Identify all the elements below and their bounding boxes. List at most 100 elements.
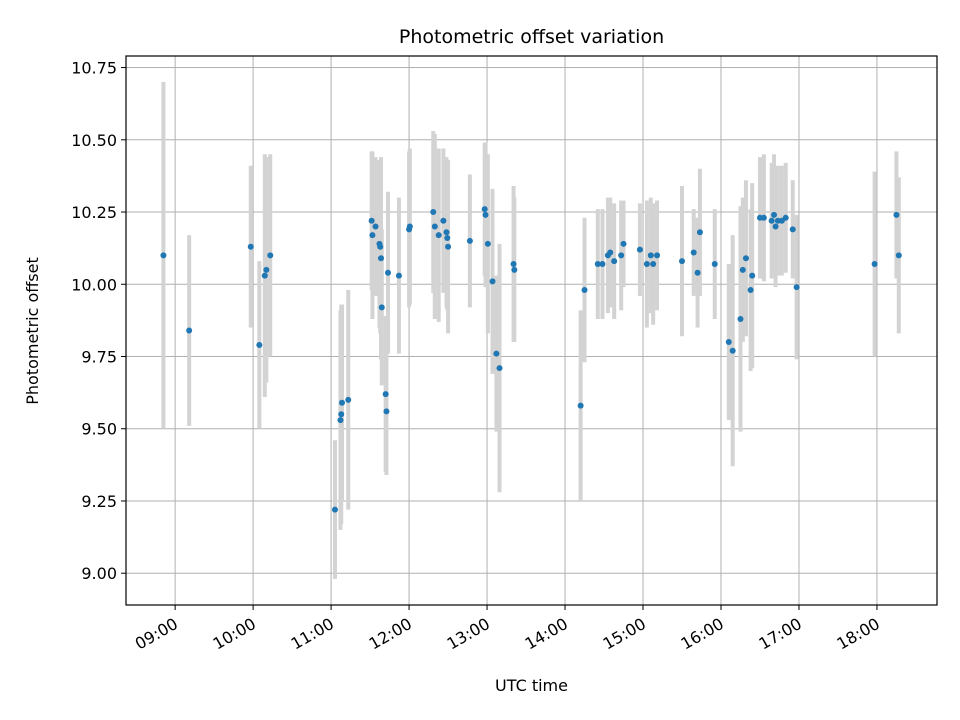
data-point [490,278,496,284]
data-point [679,258,685,264]
data-point [730,348,736,354]
data-point [262,273,268,279]
data-point [599,261,605,267]
x-tick-label: 09:00 [132,614,181,654]
x-tick-label: 16:00 [678,614,727,654]
data-point [773,223,779,229]
data-point [345,397,351,403]
x-axis-ticks: 09:00 10:00 11:00 12:00 13:00 14:00 15:00 16:00… [132,605,883,654]
data-point [267,252,273,258]
y-axis-label: Photometric offset [23,257,42,405]
y-tick-label: 10.00 [71,275,117,294]
data-point [748,287,754,293]
data-point [497,365,503,371]
data-point [485,241,491,247]
y-tick-label: 9.25 [81,492,117,511]
y-tick-label: 9.00 [81,564,117,583]
y-tick-label: 10.25 [71,203,117,222]
data-point [712,261,718,267]
data-point [695,270,701,276]
data-point [783,215,789,221]
data-point [444,235,450,241]
data-point [740,267,746,273]
x-tick-label: 10:00 [210,614,259,654]
y-tick-label: 10.50 [71,131,117,150]
data-point [383,391,389,397]
data-point [445,244,451,250]
x-axis-label: UTC time [495,676,568,695]
x-tick-label: 17:00 [756,614,805,654]
data-point [618,252,624,258]
data-point [737,316,743,322]
data-point [794,284,800,290]
x-tick-label: 12:00 [366,614,415,654]
data-point [186,328,192,334]
data-point [761,215,767,221]
data-point [436,232,442,238]
x-tick-label: 15:00 [600,614,649,654]
data-point [369,218,375,224]
data-point [644,261,650,267]
data-point [383,408,389,414]
x-tick-label: 18:00 [834,614,883,654]
data-point [444,229,450,235]
data-point [432,223,438,229]
data-point [790,226,796,232]
data-point [511,261,517,267]
data-point [726,339,732,345]
y-axis-ticks: 9.00 9.25 9.50 9.75 10.00 10.25 10.50 10.75 [71,59,126,584]
data-point [743,255,749,261]
data-point [697,229,703,235]
data-point [339,400,345,406]
data-point [607,249,613,255]
y-tick-label: 10.75 [71,59,117,78]
chart-title: Photometric offset variation [399,26,664,48]
grid [126,56,937,605]
plot-frame [126,56,937,605]
data-point [769,218,775,224]
data-point [385,270,391,276]
data-point [467,238,473,244]
data-point [578,403,584,409]
y-tick-label: 9.50 [81,420,117,439]
data-point [332,507,338,513]
data-point [582,287,588,293]
data-point [872,261,878,267]
data-point [650,261,656,267]
data-point [430,209,436,215]
data-point [896,252,902,258]
x-tick-label: 11:00 [288,614,337,654]
data-point [482,206,488,212]
data-point [482,212,488,218]
data-point [621,241,627,247]
data-point [379,304,385,310]
data-point [611,258,617,264]
y-tick-label: 9.75 [81,348,117,367]
data-point [749,273,755,279]
data-point [771,212,777,218]
data-point [893,212,899,218]
data-point [263,267,269,273]
data-point [440,218,446,224]
data-point [248,244,254,250]
error-bars [163,82,898,579]
data-point [256,342,262,348]
data-point [396,273,402,279]
data-point [648,252,654,258]
data-point [369,232,375,238]
data-point [377,244,383,250]
data-point [654,252,660,258]
data-point [337,417,343,423]
data-point [637,247,643,253]
x-tick-label: 14:00 [522,614,571,654]
data-point [407,223,413,229]
data-point [338,411,344,417]
data-point [378,255,384,261]
data-point [691,249,697,255]
data-point [511,267,517,273]
x-tick-label: 13:00 [444,614,493,654]
data-point [373,223,379,229]
data-point [160,252,166,258]
data-point [493,351,499,357]
